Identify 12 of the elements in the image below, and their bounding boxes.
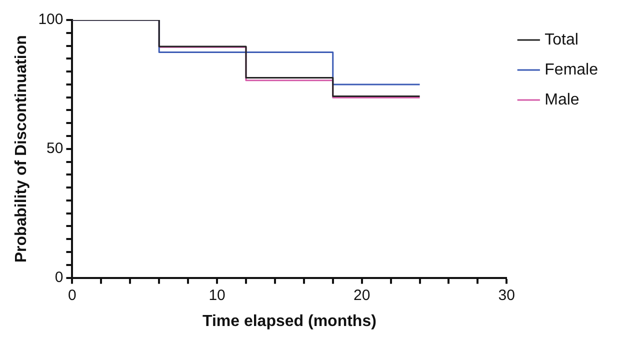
y-tick-label: 100 [38,11,64,28]
y-axis-title: Probability of Discontinuation [13,35,30,263]
x-tick-label: 10 [208,286,226,304]
y-tick-label: 50 [46,140,64,158]
x-tick-label: 20 [353,286,370,304]
x-tick-label: 0 [68,286,76,304]
legend-label: Male [544,91,580,108]
legend-label: Total [544,31,578,48]
x-axis-title: Time elapsed (months) [202,312,376,330]
x-tick-label: 30 [498,286,515,304]
y-tick-label: 0 [54,268,64,286]
legend-label: Female [544,61,598,78]
